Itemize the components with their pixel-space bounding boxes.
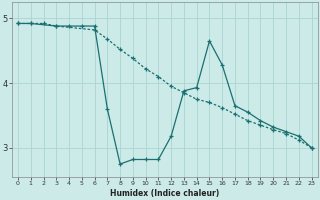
X-axis label: Humidex (Indice chaleur): Humidex (Indice chaleur) [110, 189, 220, 198]
